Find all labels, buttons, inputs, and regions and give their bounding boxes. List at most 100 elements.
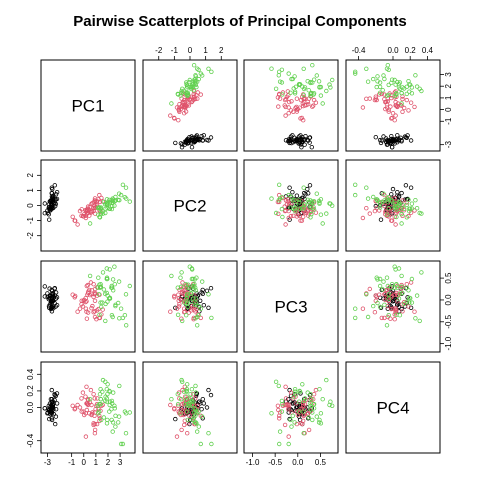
panel-pc1-pc4-point	[384, 101, 390, 107]
panel-pc4-pc1-point	[105, 392, 110, 397]
panel-pc3-pc1-point	[95, 285, 101, 290]
panel-pc1-pc3-point	[301, 86, 307, 92]
panel-pc4-pc3-point	[313, 387, 319, 393]
panel-pc1-pc4-point	[395, 133, 400, 138]
panel-pc4-pc2-point	[178, 411, 183, 416]
panel-pc2-pc1-point	[86, 207, 91, 213]
panel-pc4-pc2-point	[191, 415, 196, 420]
panel-pc3-pc2-point	[206, 292, 211, 297]
panel-pc3-pc1-point	[87, 273, 93, 279]
panel-pc3-pc2-point	[191, 296, 196, 301]
panel-pc2-pc4-point	[414, 205, 420, 211]
panel-pc1-pc3-point	[276, 104, 281, 109]
panel-pc1-pc3-point	[282, 97, 288, 103]
panel-pc3-pc4-point	[392, 317, 397, 322]
panel-pc1-pc4-point	[374, 97, 379, 103]
panel-pc2-pc1-point	[50, 195, 56, 201]
panel-pc4-pc3-point	[301, 403, 306, 408]
panel-pc4-pc2-point	[198, 441, 203, 447]
panel-pc4-pc1-point	[48, 409, 54, 414]
panel-pc4-pc3-point	[286, 407, 291, 412]
panel-pc1-pc1-frame	[40, 59, 136, 152]
panel-pc4-pc2-point	[174, 434, 180, 439]
panel-pc2-pc1-point	[75, 222, 80, 227]
panel-pc2-pc4-point	[386, 205, 391, 211]
chart-title: Pairwise Scatterplots of Principal Compo…	[73, 13, 406, 30]
panel-pc2-pc1-point	[79, 213, 84, 218]
panel-pc1-pc4-point	[417, 86, 422, 91]
panel-pc3-pc1-point	[92, 314, 98, 320]
panel-pc3-pc1-point	[105, 276, 110, 282]
panel-pc3-pc1-point	[91, 310, 96, 315]
panel-pc2-pc3-point	[276, 211, 281, 216]
panel-pc4-pc3-point	[288, 390, 294, 395]
panel-pc2-pc3-point	[317, 200, 322, 205]
panel-pc3-pc1-point	[115, 300, 121, 306]
panel-pc1-pc4-point	[400, 96, 405, 102]
panel-pc1-pc4-point	[389, 115, 395, 121]
panel-pc4-pc3-point	[287, 416, 292, 422]
panel-pc3-pc1-frame	[40, 260, 136, 353]
panel-pc2-pc4-point	[364, 205, 369, 211]
panel-pc1-pc3-point	[273, 86, 279, 91]
panel-pc4-pc3-point	[279, 409, 285, 414]
panel-pc1-pc2-point	[177, 109, 182, 114]
panel-pc1-pc4-point	[364, 66, 369, 71]
panel-pc1-pc4-point	[382, 92, 387, 97]
panel-pc2-pc1-point	[85, 210, 91, 216]
panel-pc4-pc3-point	[292, 389, 298, 394]
panel-pc2-pc3-point	[283, 208, 288, 213]
panel-pc3-pc1-point	[49, 309, 55, 314]
panel-pc3-pc4-point	[381, 279, 386, 284]
panel-pc1-pc2-point	[204, 137, 210, 143]
panel-pc2-pc4-point	[394, 207, 399, 212]
panel-pc2-pc1-point	[112, 199, 117, 204]
panel-pc4-pc3-point	[310, 417, 315, 423]
panel-pc3-pc2-point	[194, 323, 200, 328]
panel-pc4-pc3-point	[308, 403, 313, 408]
panel-pc1-pc2-point	[173, 140, 178, 146]
panel-pc3-pc4-point	[417, 318, 422, 324]
panel-pc1-pc2-point	[168, 113, 173, 118]
panel-pc4-pc1-point	[77, 405, 83, 410]
panel-pc1-pc4-point	[389, 144, 395, 150]
panel-pc3-pc4-point	[404, 299, 409, 304]
panel-pc4-pc2-point	[184, 431, 190, 436]
panel-pc4-pc1-point	[45, 411, 50, 416]
panel-pc3-pc4-point	[399, 282, 404, 288]
panel-pc2-pc1-point	[96, 197, 101, 202]
panel-pc2-pc3-point	[292, 206, 298, 211]
panel-pc3-pc1-point	[48, 298, 54, 303]
panel-pc3-pc1-point	[96, 292, 102, 297]
panel-pc3-pc2-point	[177, 302, 182, 307]
panel-pc4-pc3-point	[292, 392, 297, 397]
panel-pc1-pc3-point	[309, 144, 314, 150]
panel-pc3-pc2-point	[194, 314, 200, 320]
panel-pc2-pc3-point	[286, 192, 291, 198]
panel-pc1-pc4-point	[353, 71, 358, 76]
panel-pc2-pc4-point	[399, 190, 404, 196]
panel-pc2-pc4-point	[382, 203, 387, 209]
panel-pc1-pc3-point	[289, 99, 294, 104]
panel-pc3-pc1-point	[118, 306, 124, 311]
tick-label-pc2: -2	[26, 232, 35, 240]
panel-pc1-pc3-point	[286, 71, 291, 76]
panel-pc4-pc1-point	[54, 401, 60, 406]
panel-pc2-pc4-point	[402, 206, 407, 211]
panel-pc1-pc4-point	[382, 96, 387, 102]
panel-pc4-pc3-point	[286, 397, 291, 402]
panel-pc2-pc1-point	[47, 217, 52, 222]
panel-pc2-pc1-point	[54, 189, 60, 195]
panel-pc4-pc1-point	[98, 402, 103, 407]
panel-pc4-pc1-point	[97, 392, 103, 397]
panel-pc4-pc1-point	[116, 414, 122, 419]
panel-pc2-pc3-point	[286, 197, 291, 202]
tick-label-pc1: -1	[68, 458, 76, 467]
panel-pc2-pc4-point	[406, 197, 411, 202]
panel-pc4-pc1-point	[83, 434, 89, 439]
panel-pc4-pc1-point	[91, 392, 96, 397]
panel-pc4-pc1-point	[105, 417, 110, 423]
panel-pc3-pc4-point	[402, 301, 407, 307]
panel-pc3-pc2-point	[181, 310, 187, 315]
